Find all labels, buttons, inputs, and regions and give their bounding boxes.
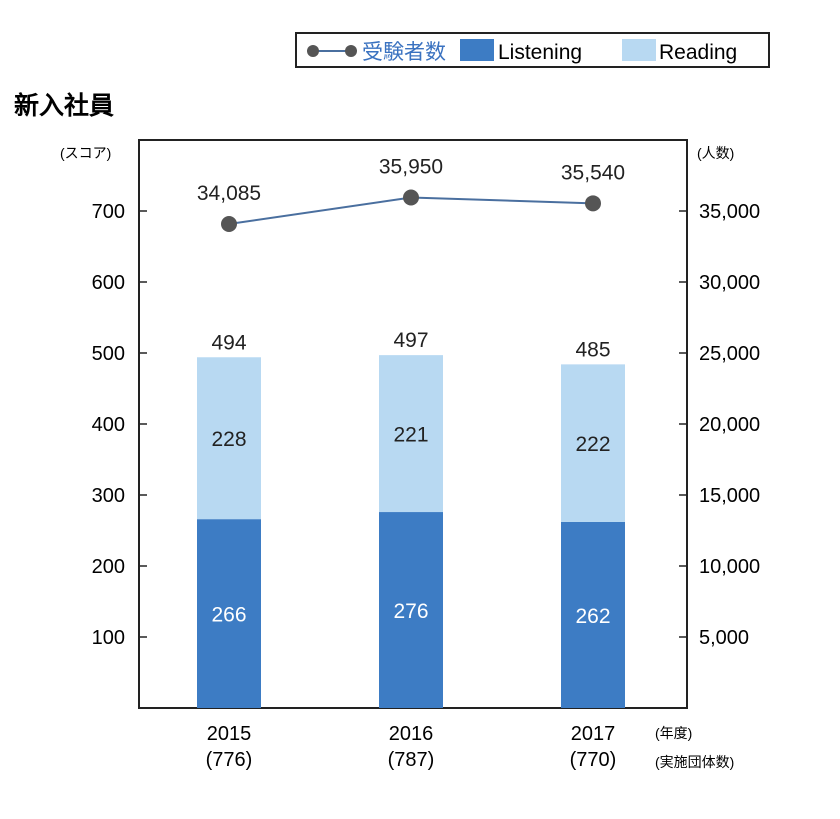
right-tick-label: 10,000 <box>699 556 760 578</box>
right-axis: 5,000 10,000 15,000 20,000 25,000 30,000 35,00… <box>679 201 760 649</box>
left-tick-label: 400 <box>92 414 125 436</box>
bar-listening <box>379 512 443 708</box>
chart-title: 新入社員 <box>14 91 114 120</box>
left-tick-label: 700 <box>92 201 125 223</box>
legend-box <box>295 32 770 68</box>
right-tick-label: 30,000 <box>699 272 760 294</box>
bar-reading <box>197 357 261 520</box>
bar-listening <box>561 521 625 708</box>
x-tick-label: 2017 <box>571 723 616 745</box>
line-series: 34,085 35,950 35,540 <box>197 156 625 232</box>
line-point-label: 34,085 <box>197 182 261 205</box>
x-tick-sublabel: (776) <box>206 749 253 771</box>
line-point <box>221 215 237 232</box>
legend-label-listening: Listening <box>498 41 582 64</box>
x-tick-label: 2016 <box>389 723 434 745</box>
legend-label-line: 受験者数 <box>362 41 446 64</box>
legend-swatch-listening <box>460 39 494 61</box>
bar-listening <box>197 519 261 708</box>
x-axis-unit: (年度) <box>655 725 692 741</box>
bar-reading <box>561 364 625 522</box>
bar-label-listening: 262 <box>575 605 610 628</box>
x-tick-sublabel: (787) <box>388 749 435 771</box>
right-tick-label: 15,000 <box>699 485 760 507</box>
line-point <box>403 189 419 206</box>
legend-marker-right <box>345 45 357 57</box>
left-tick-label: 200 <box>92 556 125 578</box>
left-axis-unit: (スコア) <box>60 145 111 161</box>
x-tick-label: 2015 <box>207 723 252 745</box>
left-tick-label: 600 <box>92 272 125 294</box>
x-axis-sub-unit: (実施団体数) <box>655 754 734 770</box>
bar-total-label: 485 <box>575 338 610 361</box>
right-tick-label: 20,000 <box>699 414 760 436</box>
bar-total-label: 494 <box>211 331 246 354</box>
right-tick-label: 35,000 <box>699 201 760 223</box>
legend-label-reading: Reading <box>659 41 737 64</box>
bar-label-reading: 228 <box>211 428 246 451</box>
legend-swatch-reading <box>622 39 656 61</box>
bar-label-reading: 222 <box>575 433 610 456</box>
right-axis-unit: (人数) <box>697 145 734 161</box>
legend-marker-left <box>307 45 319 57</box>
right-tick-label: 5,000 <box>699 627 749 649</box>
left-tick-label: 500 <box>92 343 125 365</box>
bar-label-listening: 276 <box>393 600 428 623</box>
bar-total-label: 497 <box>393 329 428 352</box>
left-axis: 100 200 300 400 500 600 700 <box>92 201 147 649</box>
line-point-label: 35,540 <box>561 161 625 184</box>
left-tick-label: 300 <box>92 485 125 507</box>
x-axis: 2015 (776) 2016 (787) 2017 (770) <box>206 723 617 771</box>
bar-label-reading: 221 <box>393 424 428 447</box>
right-tick-label: 25,000 <box>699 343 760 365</box>
left-tick-label: 100 <box>92 627 125 649</box>
x-tick-sublabel: (770) <box>570 749 617 771</box>
legend: 受験者数 Listening Reading <box>295 32 770 68</box>
bars: 266 228 494 276 221 497 262 222 485 <box>197 329 625 708</box>
bar-reading <box>379 355 443 513</box>
line-point <box>585 195 601 212</box>
line-point-label: 35,950 <box>379 156 443 179</box>
bar-label-listening: 266 <box>211 604 246 627</box>
